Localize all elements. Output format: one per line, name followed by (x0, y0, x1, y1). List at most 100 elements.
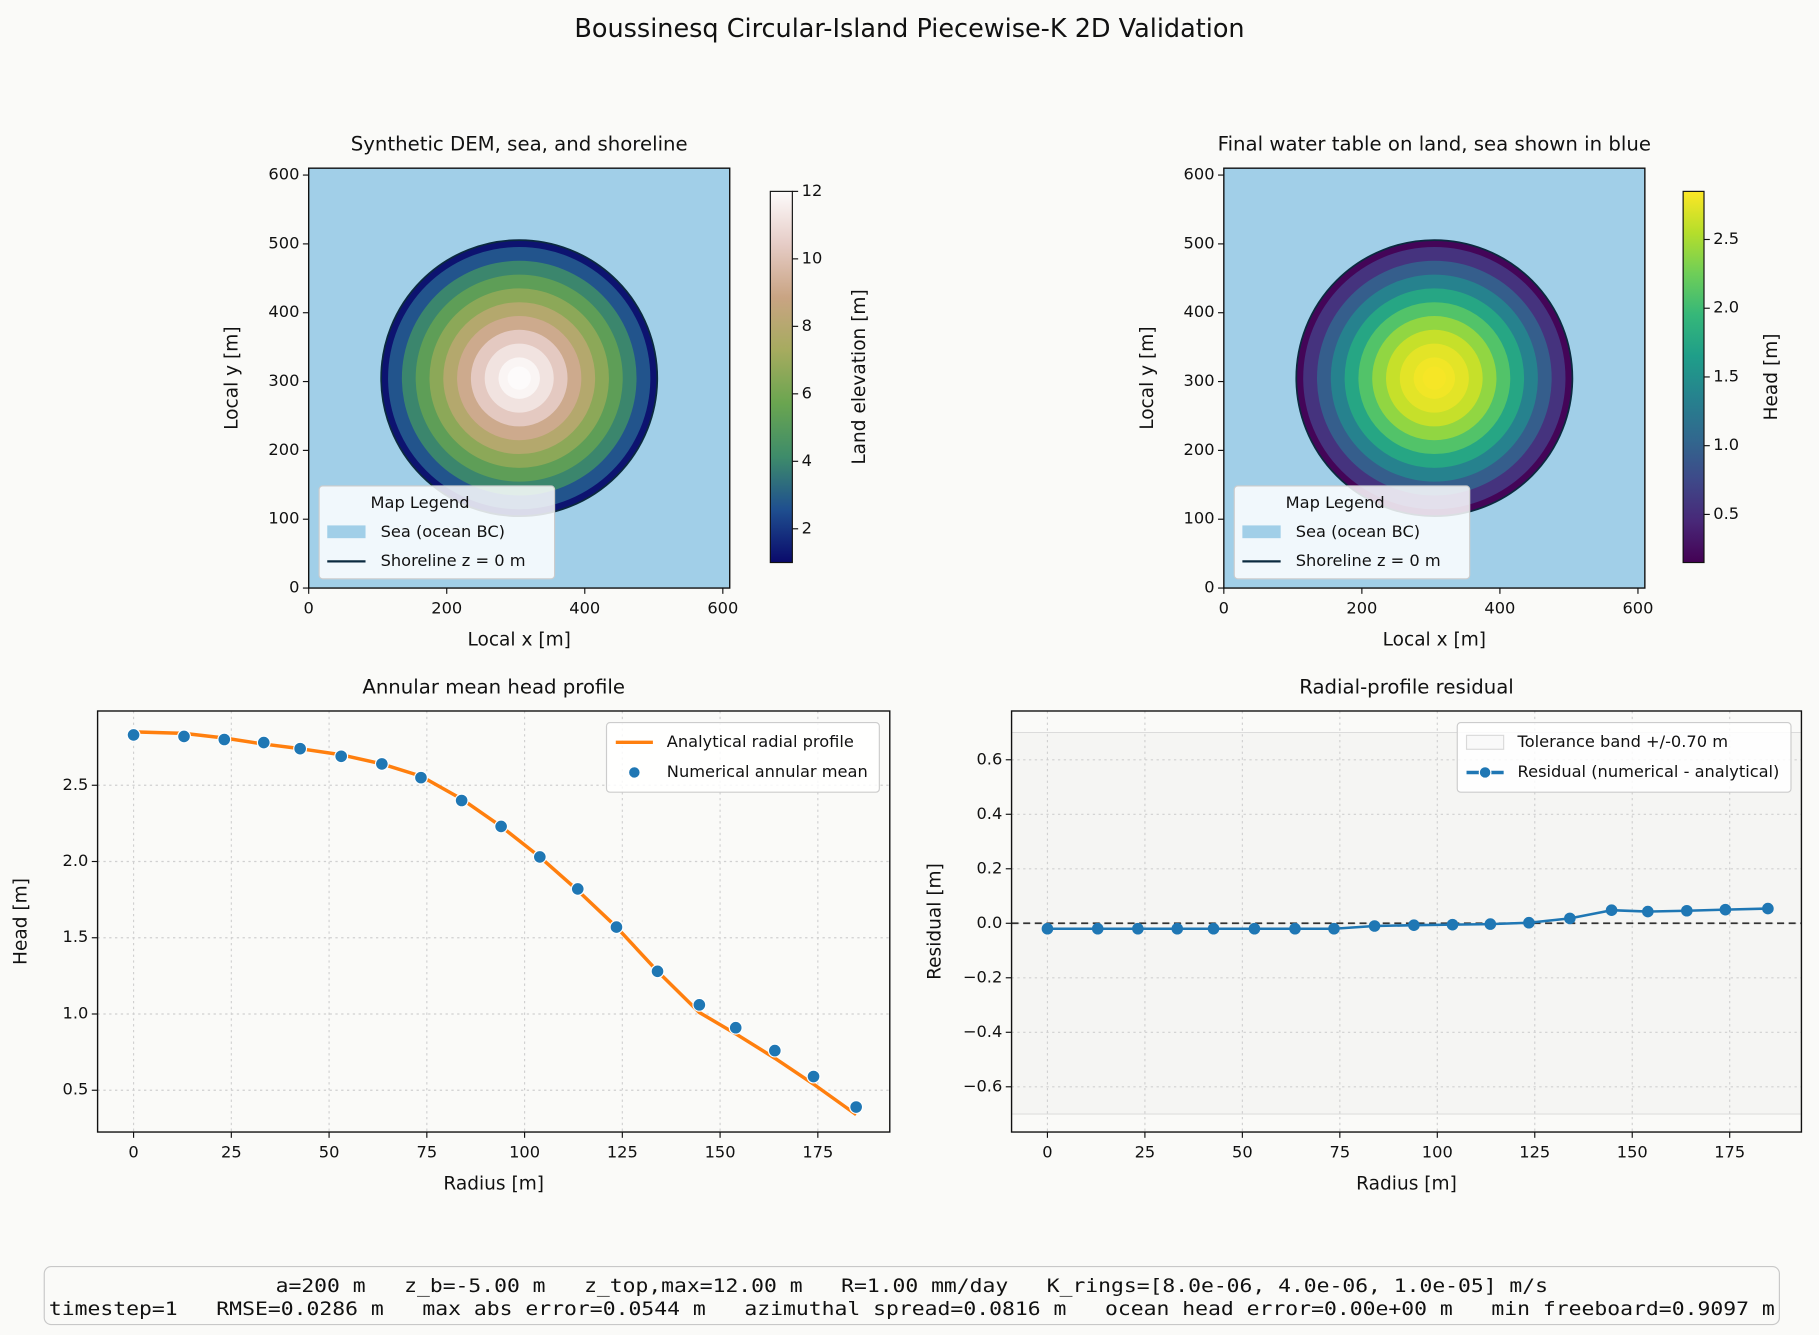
x-tick-label: 600 (707, 598, 738, 617)
y-tick-label: 0 (289, 578, 299, 597)
axes-frame (1010, 710, 1803, 1133)
series-point (532, 849, 547, 864)
legend-label: Sea (ocean BC) (381, 522, 505, 541)
y-axis-label: Head [m] (11, 878, 32, 965)
colorbar (1682, 190, 1705, 564)
x-tick-label: 0 (304, 598, 314, 617)
series-point (374, 756, 389, 771)
colorbar-tick-label: 12 (802, 181, 823, 200)
x-tick-label: 25 (1135, 1142, 1156, 1161)
series-point (256, 735, 271, 750)
colorbar-tick-label: 1.0 (1713, 435, 1739, 454)
colorbar-tick-label: 2.0 (1713, 298, 1739, 317)
y-tick-label: 300 (1184, 371, 1215, 390)
series-point (414, 770, 428, 785)
legend-box (605, 722, 880, 793)
y-tick-label: 200 (1184, 440, 1215, 459)
x-tick-label: 175 (802, 1142, 833, 1161)
x-tick-label: 0 (128, 1142, 138, 1161)
y-tick-label: 500 (268, 233, 299, 252)
series-point (849, 1100, 864, 1114)
colorbar-label: Land elevation [m] (849, 289, 870, 464)
series-point (1642, 905, 1654, 918)
legend-label: Analytical radial profile (667, 732, 854, 751)
x-tick-label: 150 (1617, 1142, 1648, 1161)
series-point (1681, 904, 1693, 917)
series-point (1368, 920, 1381, 932)
land-ring (507, 366, 531, 390)
axes-frame (1223, 167, 1646, 589)
x-tick-label: 600 (1622, 598, 1653, 617)
colorbar-tick-label: 1.5 (1713, 366, 1739, 385)
colorbar-tick-label: 8 (802, 316, 812, 335)
y-tick-label: 200 (268, 440, 299, 459)
footer-line: timestep=1 RMSE=0.0286 m max abs error=0… (49, 1299, 1775, 1320)
axes-frame (96, 710, 891, 1133)
colorbar-tick-label: 6 (802, 383, 812, 402)
series-point (570, 881, 585, 896)
colorbar-tick-label: 4 (802, 451, 812, 470)
x-tick-label: 400 (569, 598, 600, 617)
y-tick-label: 400 (268, 302, 299, 321)
legend-box (1233, 485, 1471, 580)
y-tick-label: 100 (1184, 509, 1215, 528)
x-axis-label: Radius [m] (1356, 1174, 1457, 1195)
y-axis-label: Local y [m] (1137, 326, 1158, 429)
series-point (1484, 918, 1497, 930)
legend-swatch (327, 525, 366, 539)
legend-label: Shoreline z = 0 m (381, 551, 526, 570)
colorbar-tick-label: 2.5 (1713, 229, 1739, 248)
x-tick-label: 25 (221, 1142, 242, 1161)
y-tick-label: 0.6 (976, 749, 1002, 768)
y-tick-label: 0.2 (976, 858, 1002, 877)
x-axis-label: Local x [m] (468, 630, 571, 651)
x-tick-label: 100 (509, 1142, 540, 1161)
y-tick-label: 0 (1204, 578, 1214, 597)
y-tick-label: 600 (268, 165, 299, 184)
y-tick-label: 100 (268, 509, 299, 528)
chart-title: Final water table on land, sea shown in … (1218, 132, 1651, 155)
y-tick-label: 300 (268, 371, 299, 390)
legend-swatch (1242, 525, 1281, 539)
series-point (728, 1020, 743, 1035)
legend-title: Map Legend (1286, 493, 1385, 512)
plot-area (1223, 168, 1645, 589)
series-point (1171, 922, 1184, 935)
y-tick-label: 400 (1184, 302, 1215, 321)
series-point (692, 997, 707, 1012)
x-tick-label: 200 (1346, 598, 1377, 617)
footer-box (43, 1265, 1780, 1326)
x-tick-label: 125 (1519, 1142, 1550, 1161)
x-tick-label: 0 (1042, 1142, 1052, 1161)
legend-box (1456, 722, 1792, 793)
x-tick-label: 200 (431, 598, 462, 617)
legend: Analytical radial profile Numerical annul… (605, 722, 880, 793)
series-point (293, 741, 308, 756)
y-tick-label: 0.0 (976, 913, 1002, 932)
axes-frame (307, 167, 731, 589)
y-tick-label: −0.4 (963, 1022, 1002, 1041)
figure-title: Boussinesq Circular-Island Piecewise-K 2… (574, 14, 1244, 44)
y-tick-label: 0.5 (63, 1080, 89, 1099)
series-point (177, 729, 191, 744)
legend-box (318, 485, 556, 580)
series-point (1564, 912, 1576, 925)
series-point (1132, 922, 1144, 935)
y-tick-label: 500 (1184, 233, 1215, 252)
y-tick-label: 1.0 (63, 1003, 89, 1022)
y-tick-label: 0.4 (976, 804, 1002, 823)
series-point (767, 1043, 782, 1058)
series-point (1041, 922, 1054, 935)
chart-title: Radial-profile residual (1299, 675, 1514, 698)
series-point (1091, 922, 1104, 935)
x-axis-label: Local x [m] (1383, 630, 1486, 651)
colorbar (769, 190, 793, 564)
x-tick-label: 50 (319, 1142, 340, 1161)
x-tick-label: 150 (705, 1142, 736, 1161)
x-axis-label: Radius [m] (443, 1174, 544, 1195)
legend-title: Map Legend (371, 493, 470, 512)
series-point (1605, 904, 1618, 916)
x-tick-label: 400 (1484, 598, 1515, 617)
